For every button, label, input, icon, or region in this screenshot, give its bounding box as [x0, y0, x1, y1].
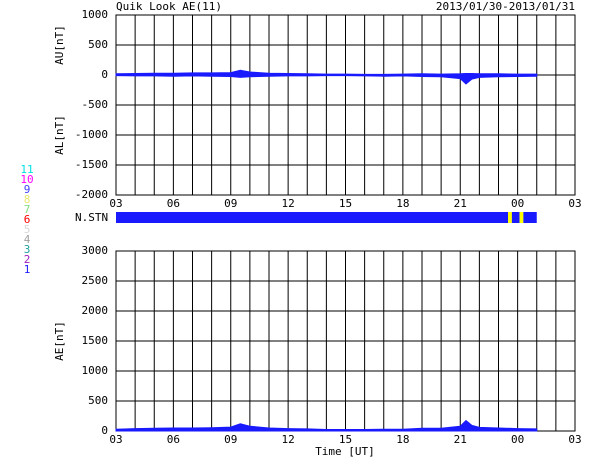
x-tick-label: 15 [339, 197, 352, 210]
date-range: 2013/01/30-2013/01/31 [436, 0, 575, 13]
y-tick-label: 0 [101, 424, 108, 437]
station-segment [511, 212, 520, 223]
legend-entry: 1 [24, 263, 31, 276]
station-segment [523, 212, 537, 223]
y-tick-label: 2000 [82, 304, 109, 317]
y-tick-label: 3000 [82, 244, 109, 257]
y-tick-label: 0 [101, 68, 108, 81]
x-tick-label: 21 [454, 433, 467, 446]
y-tick-label: 1500 [82, 334, 109, 347]
x-tick-label: 18 [396, 433, 409, 446]
y-tick-label: 1000 [82, 364, 109, 377]
legend-entry: 4 [24, 233, 31, 246]
y-tick-label: 1000 [82, 8, 109, 21]
legend-entry: 9 [24, 183, 31, 196]
legend-entry: 10 [20, 173, 33, 186]
area [115, 69, 538, 76]
x-axis-label: Time [UT] [315, 445, 375, 458]
x-tick-label: 12 [282, 197, 295, 210]
x-tick-label: 03 [109, 433, 122, 446]
legend-entry: 8 [24, 193, 31, 206]
x-tick-label: 03 [109, 197, 122, 210]
y-tick-label: -1500 [75, 158, 108, 171]
x-tick-label: 00 [511, 197, 524, 210]
y-axis-label: AL[nT] [53, 115, 66, 155]
y-tick-label: 500 [88, 394, 108, 407]
x-tick-label: 18 [396, 197, 409, 210]
station-segment [508, 212, 512, 223]
legend-entry: 6 [24, 213, 31, 226]
y-axis-label: AU[nT] [53, 25, 66, 65]
x-tick-label: 06 [167, 197, 180, 210]
chart-title: Quik Look AE(11) [116, 0, 222, 13]
x-tick-label: 06 [167, 433, 180, 446]
y-tick-label: -500 [82, 98, 109, 111]
station-label: N.STN [75, 211, 108, 224]
x-tick-label: 21 [454, 197, 467, 210]
legend-entry: 5 [24, 223, 31, 236]
station-segment [116, 212, 509, 223]
x-tick-label: 09 [224, 197, 237, 210]
y-tick-label: -1000 [75, 128, 108, 141]
y-tick-label: -2000 [75, 188, 108, 201]
x-tick-label: 03 [568, 433, 581, 446]
legend-entry: 7 [24, 203, 31, 216]
x-tick-label: 12 [282, 433, 295, 446]
area [115, 419, 538, 432]
plot-frame [115, 14, 576, 196]
legend-entry: 11 [20, 163, 33, 176]
y-tick-label: 500 [88, 38, 108, 51]
y-axis-label: AE[nT] [53, 321, 66, 361]
station-segment [519, 212, 524, 223]
legend-entry: 3 [24, 243, 31, 256]
x-tick-label: 09 [224, 433, 237, 446]
y-tick-label: 2500 [82, 274, 109, 287]
x-tick-label: 03 [568, 197, 581, 210]
area [115, 74, 538, 85]
legend-entry: 2 [24, 253, 31, 266]
x-tick-label: 15 [339, 433, 352, 446]
x-tick-label: 00 [511, 433, 524, 446]
